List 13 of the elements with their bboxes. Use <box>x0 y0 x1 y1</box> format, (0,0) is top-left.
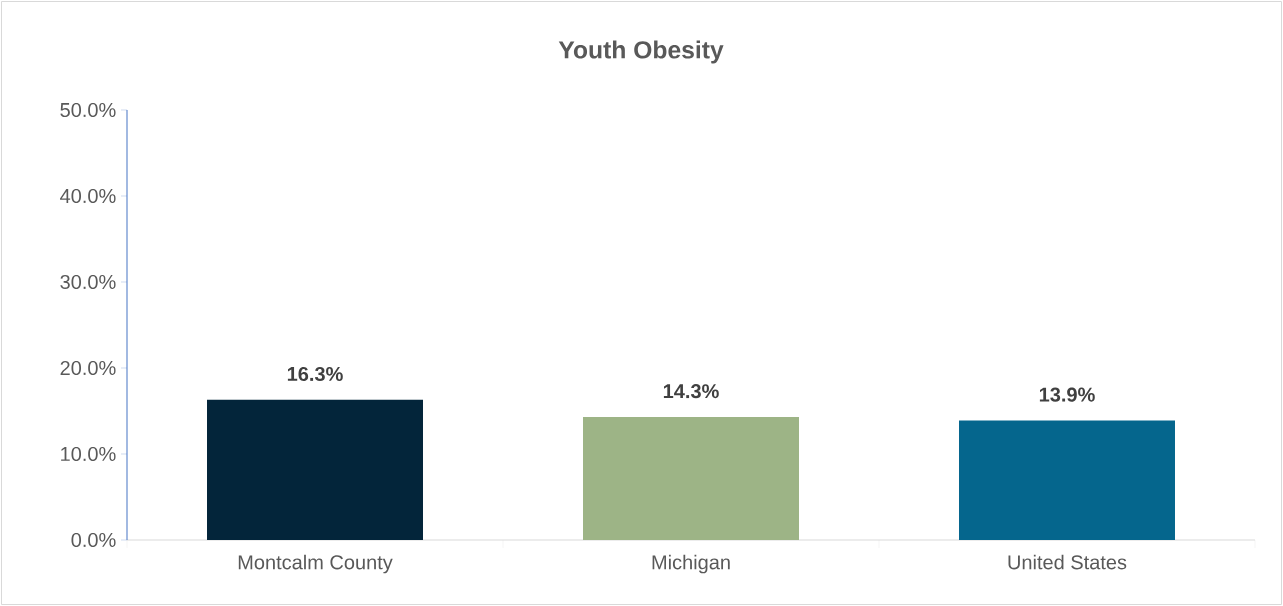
y-tick-label: 0.0% <box>71 532 116 548</box>
data-label: 16.3% <box>287 366 343 382</box>
x-tick-label: Michigan <box>652 554 730 574</box>
y-tick-label: 10.0% <box>61 446 116 462</box>
data-label: 14.3% <box>663 384 719 399</box>
y-tick-label: 40.0% <box>60 188 116 204</box>
y-tick-label: 50.0% <box>60 102 116 118</box>
data-label: 13.9% <box>1039 387 1095 402</box>
y-tick-label: 20.0% <box>60 360 116 376</box>
chart-title: Youth Obesity <box>558 40 724 64</box>
y-tick-label: 30.0% <box>60 274 116 290</box>
x-tick-label: United States <box>1008 554 1127 570</box>
x-tick-label: Montcalm County <box>238 554 393 574</box>
